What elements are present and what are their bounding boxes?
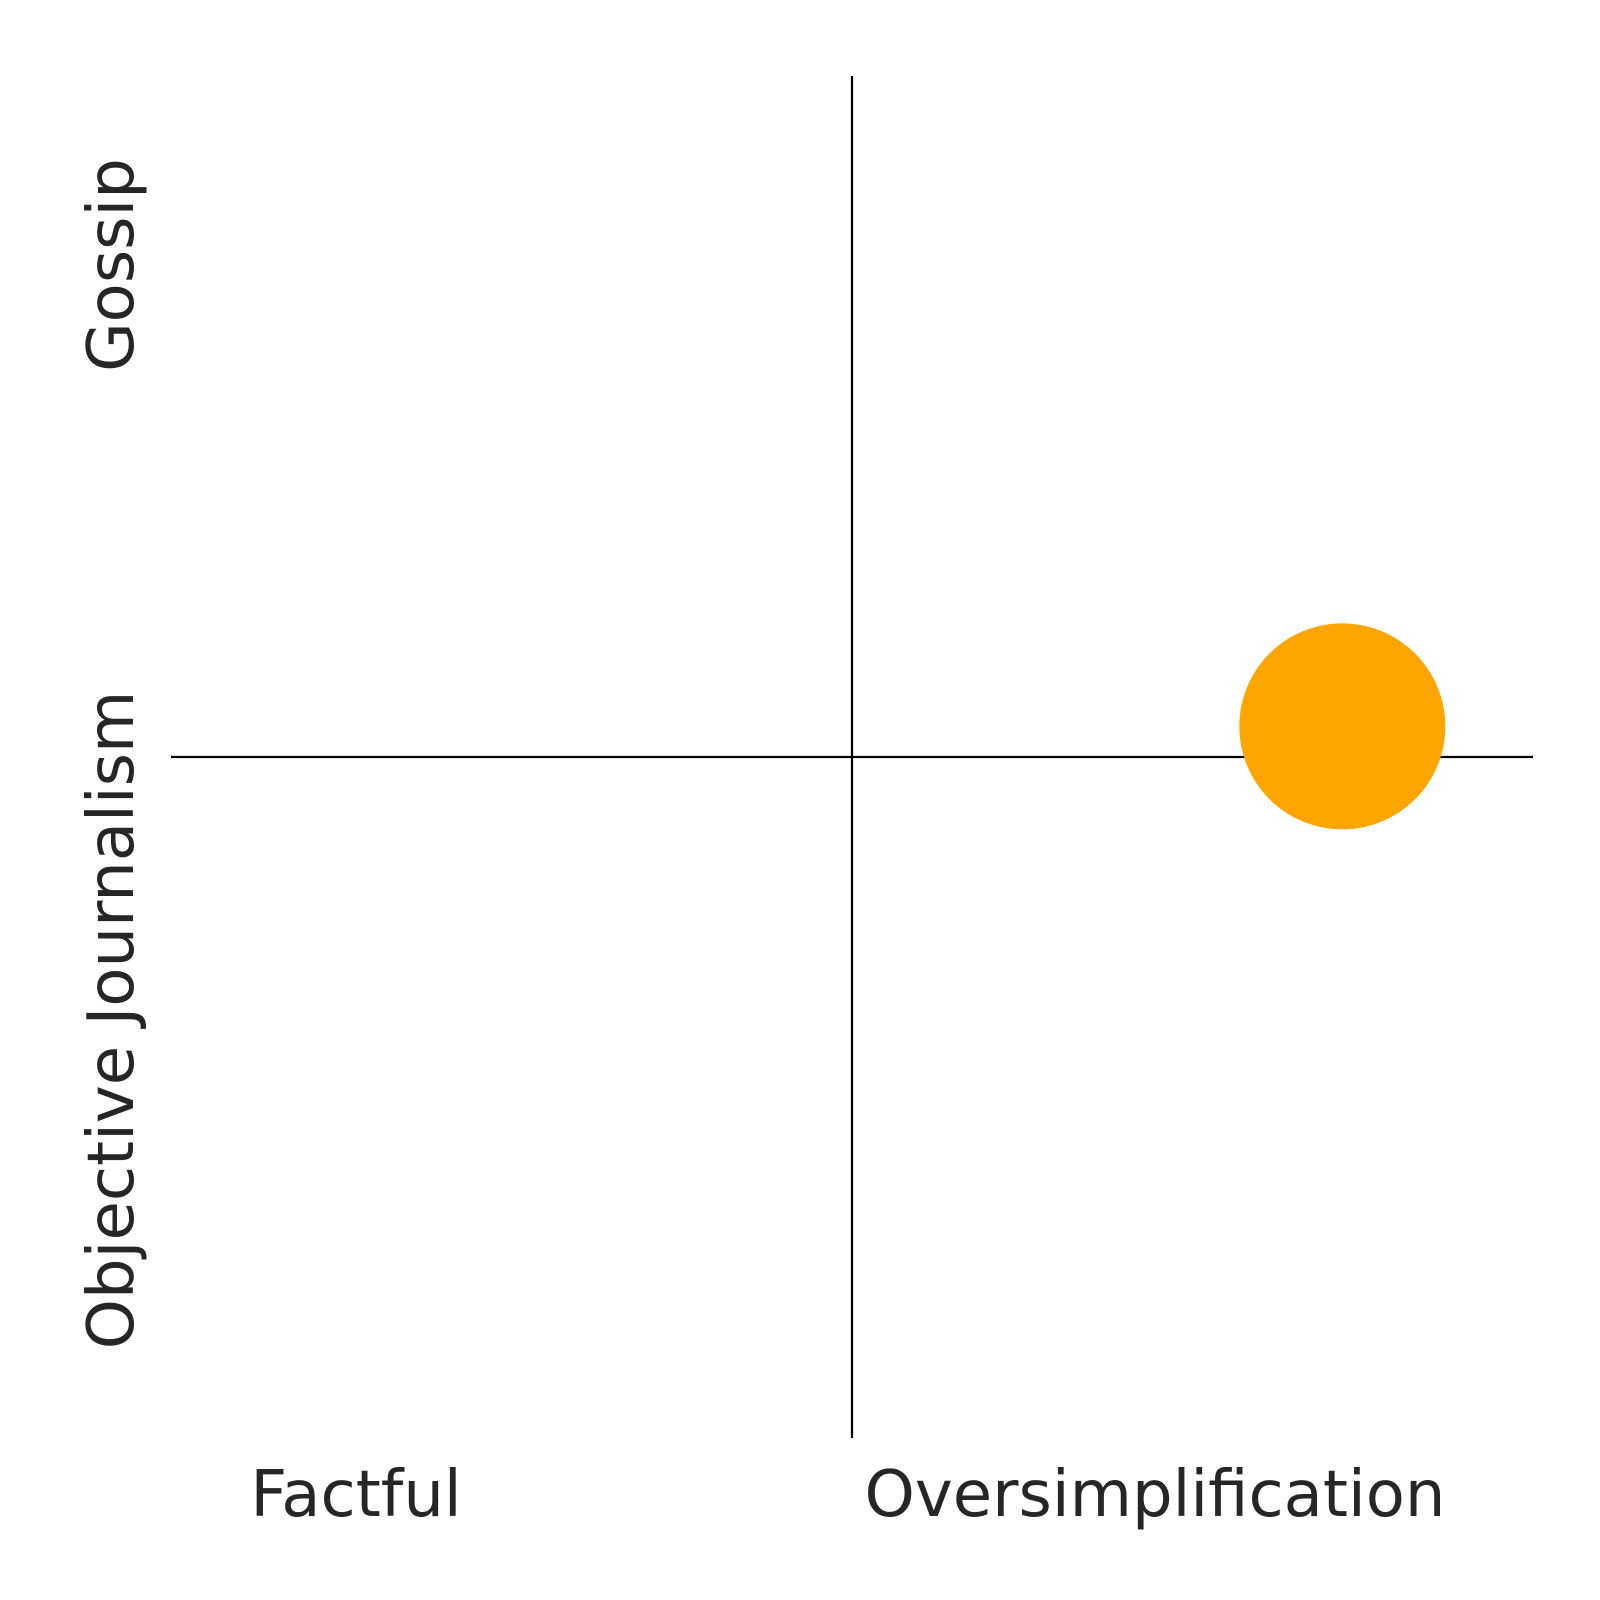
- y-axis-high-label: Gossip: [75, 158, 149, 372]
- data-points: [1239, 623, 1446, 830]
- x-axis-low-label: Factful: [250, 1458, 461, 1532]
- data-point-1: [1239, 623, 1446, 830]
- y-axis-low-label: Objective Journalism: [75, 691, 149, 1350]
- x-axis-high-label: Oversimplification: [865, 1458, 1446, 1532]
